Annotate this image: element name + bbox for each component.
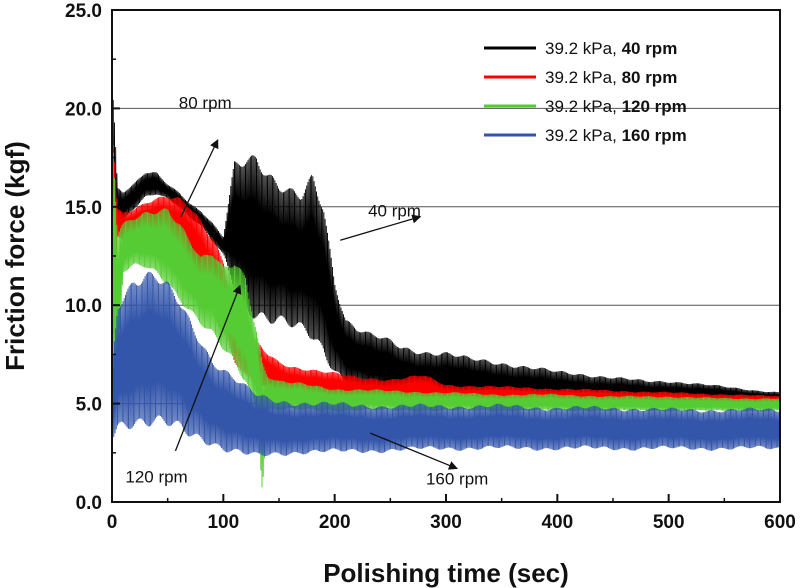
y-tick-label: 0.0 — [76, 493, 102, 514]
x-tick-label: 200 — [319, 512, 351, 533]
annotation-arrow — [180, 139, 219, 217]
legend-label-40-rpm: 39.2 kPa, 40 rpm — [545, 39, 677, 58]
series-line-120-rpm — [112, 126, 780, 488]
legend: 39.2 kPa, 40 rpm 39.2 kPa, 80 rpm 39.2 k… — [484, 39, 687, 145]
annotation-label: 40 rpm — [368, 202, 421, 221]
y-tick-label: 25.0 — [65, 1, 102, 22]
legend-label-120-rpm: 39.2 kPa, 120 rpm — [545, 97, 687, 116]
x-tick-label: 400 — [541, 512, 573, 533]
annotation-arrow — [340, 214, 422, 241]
legend-entry: 39.2 kPa, 160 rpm — [484, 126, 687, 145]
x-tick-label: 100 — [207, 512, 239, 533]
annotations: 80 rpm 40 rpm 120 rpm 160 rpm — [125, 93, 488, 488]
series-line-160-rpm — [112, 271, 780, 457]
legend-entry: 39.2 kPa, 80 rpm — [484, 68, 677, 87]
annotation-arrow — [370, 432, 458, 470]
x-axis-title: Polishing time (sec) — [323, 558, 569, 588]
legend-label-160-rpm: 39.2 kPa, 160 rpm — [545, 126, 687, 145]
y-axis-title: Friction force (kgf) — [0, 141, 30, 371]
series-layer — [112, 79, 780, 488]
annotation-label: 120 rpm — [125, 467, 187, 486]
y-tick-label: 20.0 — [65, 99, 102, 120]
legend-entry: 39.2 kPa, 40 rpm — [484, 39, 677, 58]
y-tick-label: 15.0 — [65, 198, 102, 219]
x-tick-label: 600 — [764, 512, 796, 533]
annotation-arrow — [174, 284, 242, 452]
annotation-label: 80 rpm — [179, 93, 232, 112]
x-tick-label: 500 — [653, 512, 685, 533]
y-tick-label: 10.0 — [65, 296, 102, 317]
annotation-label: 160 rpm — [426, 469, 488, 488]
legend-label-80-rpm: 39.2 kPa, 80 rpm — [545, 68, 677, 87]
y-tick-label: 5.0 — [76, 395, 102, 416]
x-tick-label: 0 — [107, 512, 118, 533]
legend-entry: 39.2 kPa, 120 rpm — [484, 97, 687, 116]
x-tick-label: 300 — [430, 512, 462, 533]
axis-ticks: 0 100 200 300 400 500 600 0.0 5.0 10.0 15.0 20.0 25.… — [65, 1, 796, 533]
